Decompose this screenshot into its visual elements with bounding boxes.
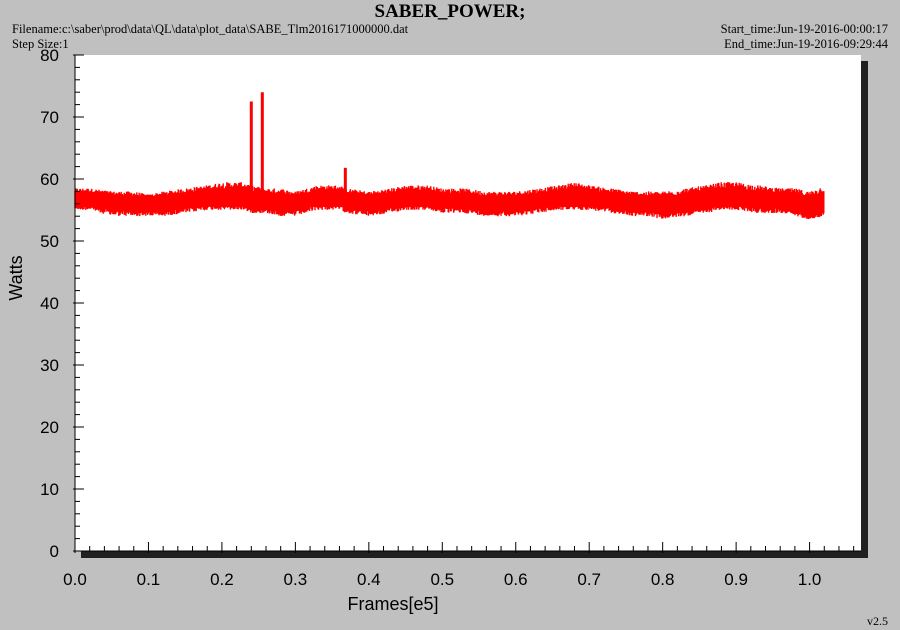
x-tick-label: 0.8 — [651, 570, 675, 589]
y-tick-label: 30 — [40, 356, 59, 375]
plot-area — [75, 55, 861, 551]
chart-title: SABER_POWER; — [374, 1, 526, 22]
axes-layer: 0 10 20 30 40 50 60 70 80 0.0 0.1 0.2 0.3 0.4 0.5 0.6 0.… — [40, 46, 861, 589]
start-time-label: Start_time:Jun-19-2016-00:00:17 — [720, 22, 888, 36]
y-tick-label: 80 — [40, 46, 59, 65]
x-tick-label: 0.2 — [210, 570, 234, 589]
version-label: v2.5 — [867, 614, 888, 628]
y-tick-label: 40 — [40, 294, 59, 313]
y-tick-label: 0 — [50, 542, 59, 561]
y-tick-label: 10 — [40, 480, 59, 499]
x-tick-label: 0.9 — [724, 570, 748, 589]
y-tick-label: 70 — [40, 108, 59, 127]
series-0-core — [75, 195, 825, 207]
x-tick-label: 0.7 — [577, 570, 601, 589]
filename-label: Filename:c:\saber\prod\data\QL\data\plot… — [12, 22, 409, 36]
x-tick-label: 0.1 — [137, 570, 161, 589]
y-tick-label: 60 — [40, 170, 59, 189]
y-axis-label: Watts — [6, 255, 26, 300]
x-tick-label: 0.3 — [284, 570, 308, 589]
y-tick-label: 20 — [40, 418, 59, 437]
x-axis-label: Frames[e5] — [347, 594, 438, 614]
step-size-label: Step Size:1 — [12, 37, 69, 51]
x-tick-label: 0.6 — [504, 570, 528, 589]
x-tick-label: 0.4 — [357, 570, 381, 589]
x-tick-label: 0.5 — [430, 570, 454, 589]
x-tick-label: 0.0 — [63, 570, 87, 589]
x-tick-label: 1.0 — [798, 570, 822, 589]
y-tick-label: 50 — [40, 232, 59, 251]
end-time-label: End_time:Jun-19-2016-09:29:44 — [724, 37, 888, 51]
